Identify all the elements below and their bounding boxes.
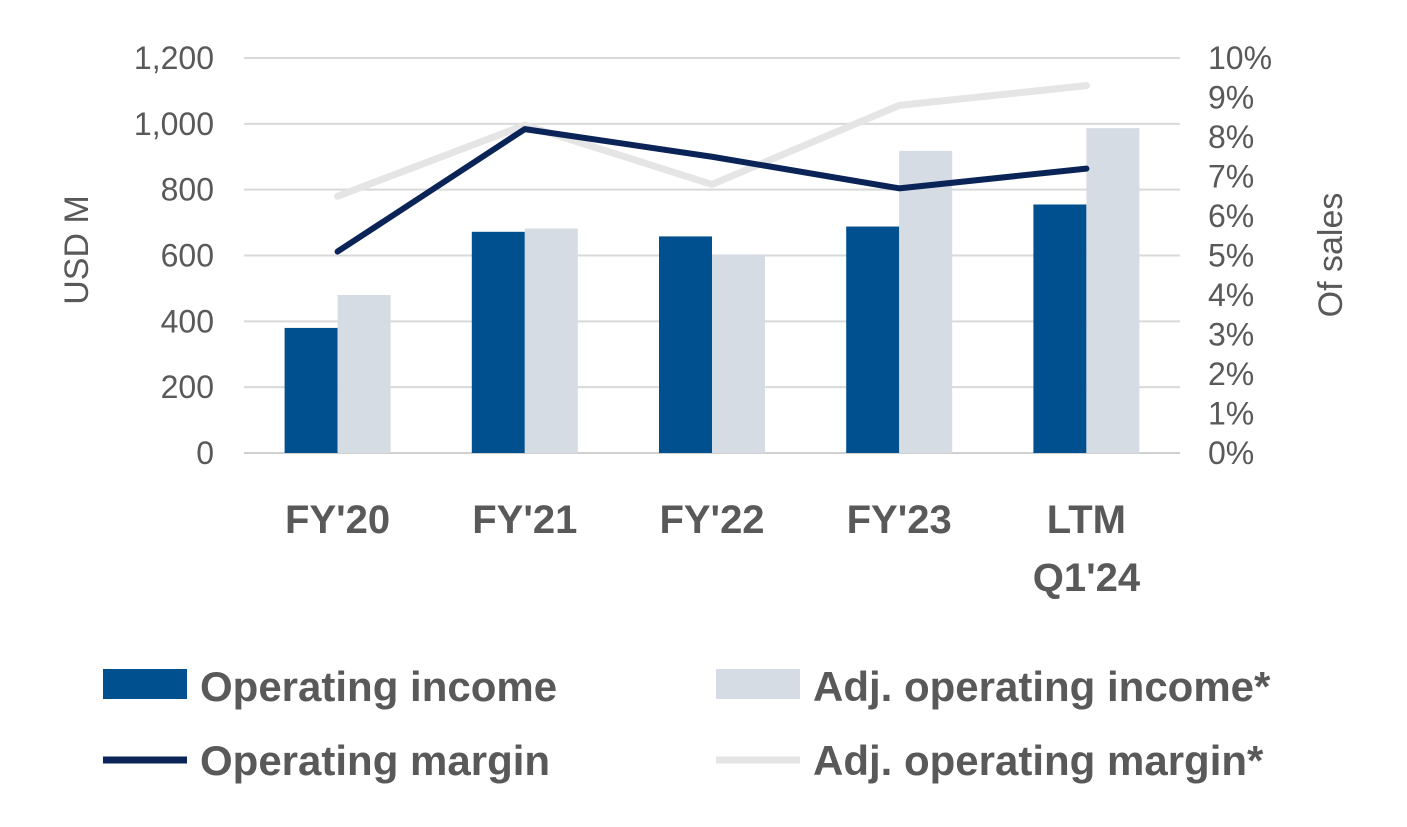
bar-adj-operating-income — [337, 295, 391, 453]
y2-axis-tick-label: 5% — [1208, 238, 1254, 274]
bar-adj-operating-income — [899, 150, 953, 453]
bars — [284, 128, 1140, 454]
y2-axis-tick-label: 10% — [1208, 40, 1272, 76]
y2-axis-tick-label: 7% — [1208, 159, 1254, 195]
line-adj-operating-margin — [334, 82, 1090, 200]
y-axis-tick-label: 0 — [196, 435, 214, 471]
x-axis-category-label: FY'21 — [472, 498, 577, 542]
y2-axis-title: Of sales — [1312, 193, 1350, 318]
bar-operating-income — [846, 226, 900, 453]
bar-operating-income — [284, 327, 338, 453]
legend-item-adj-operating-margin: Adj. operating margin* — [716, 737, 1264, 784]
x-axis-category-label: Q1'24 — [1033, 556, 1141, 600]
y-axis-title: USD M — [58, 195, 96, 305]
y-axis-tick-label: 600 — [161, 238, 214, 274]
y2-axis-tick-label: 8% — [1208, 119, 1254, 155]
lines — [334, 82, 1090, 255]
y2-axis-tick-label: 3% — [1208, 317, 1254, 353]
y2-axis-tick-label: 9% — [1208, 80, 1254, 116]
x-axis-category-label: LTM — [1047, 498, 1126, 542]
legend-label: Adj. operating income* — [813, 663, 1271, 710]
y-axis-tick-label: 200 — [161, 369, 214, 405]
legend-item-operating-margin: Operating margin — [103, 737, 550, 784]
y-axis-tick-label: 1,200 — [134, 40, 214, 76]
y2-axis-tick-label: 1% — [1208, 396, 1254, 432]
y-axis-tick-label: 800 — [161, 172, 214, 208]
y2-axis-tick-label: 0% — [1208, 435, 1254, 471]
legend: Operating income Adj. operating income* Op… — [103, 663, 1271, 784]
axes: 0 200 400 600 800 1,000 1,200 0%1% 2%3% 4%5% 6%7% 8… — [58, 40, 1350, 600]
legend-label: Adj. operating margin* — [813, 737, 1264, 784]
legend-swatch — [716, 669, 800, 699]
legend-label: Operating margin — [200, 737, 550, 784]
x-axis-category-label: FY'20 — [285, 498, 390, 542]
bar-adj-operating-income — [524, 228, 578, 453]
bar-operating-income — [659, 236, 712, 453]
bar-operating-income — [1033, 204, 1087, 453]
legend-swatch — [103, 669, 187, 699]
legend-item-adj-operating-income: Adj. operating income* — [716, 663, 1271, 710]
y2-axis-tick-label: 2% — [1208, 356, 1254, 392]
x-axis-category-label: FY'23 — [847, 498, 952, 542]
y2-axis-tick-label: 6% — [1208, 198, 1254, 234]
line-operating-margin — [334, 126, 1090, 255]
legend-item-operating-income: Operating income — [103, 663, 557, 710]
x-axis-category-label: FY'22 — [659, 498, 764, 542]
bar-adj-operating-income — [1086, 128, 1140, 454]
y-axis-tick-label: 1,000 — [134, 106, 214, 142]
y2-axis-tick-label: 4% — [1208, 277, 1254, 313]
bar-operating-income — [471, 231, 525, 453]
legend-label: Operating income — [200, 663, 557, 710]
y-axis-tick-label: 400 — [161, 303, 214, 339]
bar-adj-operating-income — [712, 254, 765, 453]
